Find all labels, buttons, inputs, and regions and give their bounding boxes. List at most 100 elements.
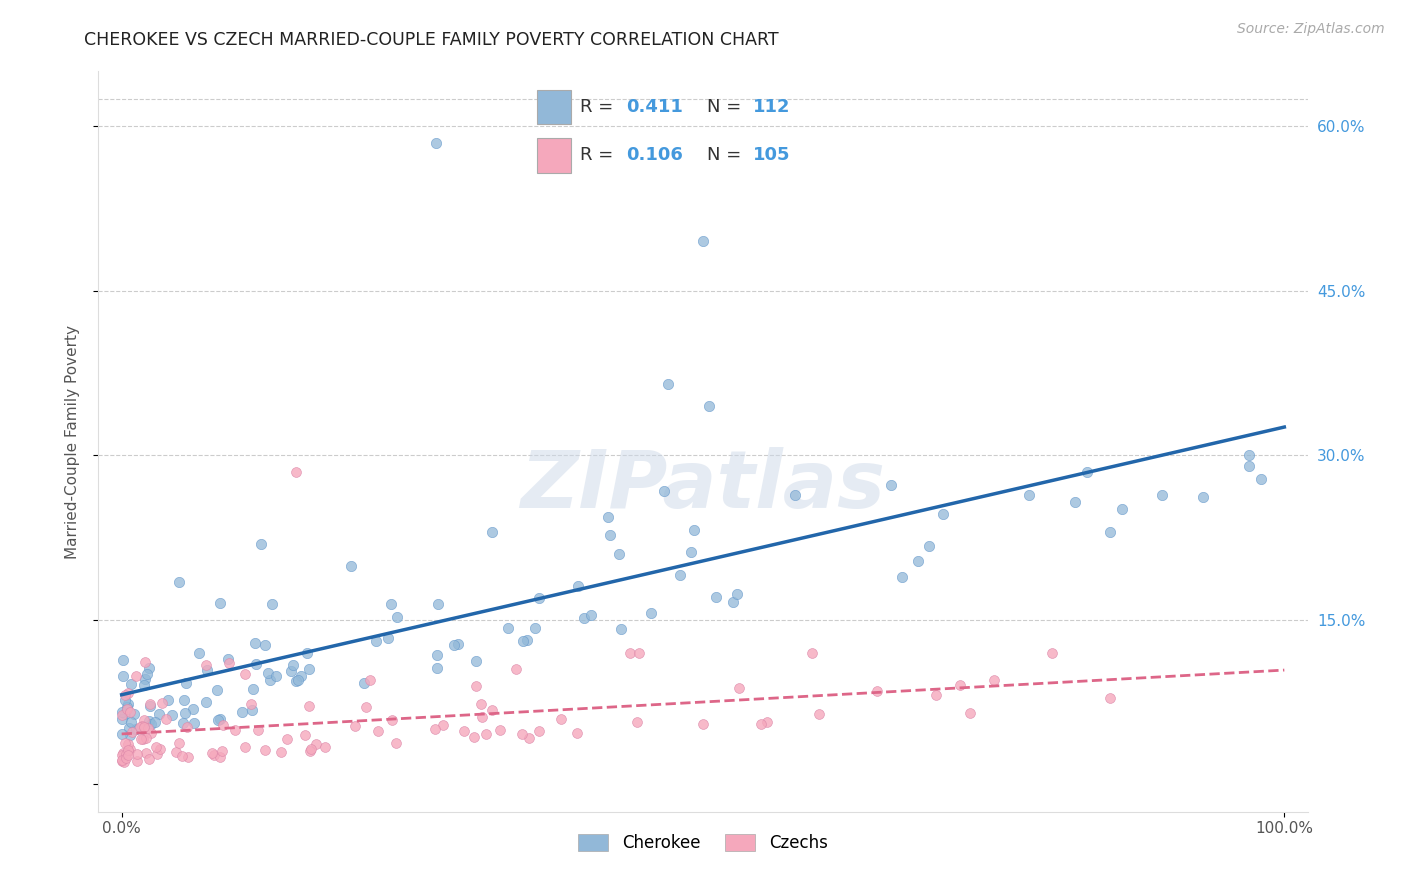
Point (453, 723, 475, 738)
Point (115, 702, 138, 716)
Point (1250, 473, 1272, 487)
Point (755, 714, 778, 729)
Point (749, 716, 772, 731)
Point (907, 554, 929, 568)
Point (932, 508, 955, 522)
Point (115, 750, 138, 764)
Point (652, 484, 675, 499)
Point (112, 755, 135, 769)
Point (124, 722, 146, 736)
Point (692, 235, 714, 249)
Point (470, 698, 492, 712)
Point (579, 607, 602, 622)
Text: Source: ZipAtlas.com: Source: ZipAtlas.com (1237, 22, 1385, 37)
Text: CHEROKEE VS CZECH MARRIED-COUPLE FAMILY POVERTY CORRELATION CHART: CHEROKEE VS CZECH MARRIED-COUPLE FAMILY … (84, 31, 779, 49)
Point (167, 735, 190, 749)
Point (114, 688, 136, 702)
Point (669, 567, 692, 582)
Point (145, 740, 167, 755)
Point (253, 638, 276, 652)
Point (697, 399, 720, 413)
Point (1239, 448, 1261, 462)
Point (295, 646, 318, 660)
Point (657, 376, 679, 391)
Point (115, 699, 138, 714)
Point (167, 574, 190, 589)
Point (517, 731, 540, 745)
Point (256, 665, 278, 680)
Point (471, 709, 494, 723)
Point (446, 637, 468, 651)
Text: 0.106: 0.106 (626, 146, 683, 164)
Point (129, 731, 152, 746)
Point (463, 730, 485, 744)
Point (148, 706, 170, 721)
Point (281, 657, 304, 672)
Point (529, 724, 551, 739)
Point (505, 662, 527, 676)
Text: 105: 105 (754, 146, 790, 164)
Point (381, 713, 404, 727)
Text: R =: R = (579, 98, 619, 116)
Point (294, 728, 316, 742)
Text: N =: N = (707, 146, 747, 164)
Point (211, 718, 233, 732)
Point (1098, 690, 1121, 705)
Point (866, 683, 889, 698)
Point (240, 703, 263, 717)
Point (217, 652, 239, 666)
Point (208, 596, 231, 610)
Point (1192, 490, 1215, 504)
Point (609, 547, 631, 561)
Point (155, 712, 177, 726)
Point (174, 676, 197, 690)
Point (138, 661, 160, 675)
Point (114, 693, 136, 707)
Point (596, 509, 619, 524)
Point (202, 747, 225, 762)
Point (1040, 646, 1063, 660)
Point (512, 634, 534, 648)
Point (481, 703, 503, 717)
Point (172, 716, 194, 731)
Point (149, 742, 172, 756)
Point (118, 721, 141, 735)
Point (721, 595, 744, 609)
Point (353, 676, 375, 690)
Point (305, 737, 328, 751)
Point (380, 597, 402, 611)
Point (208, 749, 231, 764)
Point (1150, 488, 1173, 502)
Point (125, 754, 148, 768)
Point (146, 747, 169, 761)
Point (314, 739, 336, 754)
Point (165, 745, 187, 759)
Point (157, 693, 180, 707)
Point (132, 678, 155, 692)
Point (112, 669, 135, 683)
Point (683, 523, 706, 537)
Point (1239, 459, 1261, 474)
Point (143, 714, 166, 729)
Point (481, 525, 503, 540)
Point (567, 579, 589, 593)
Point (475, 727, 498, 741)
Point (183, 716, 205, 731)
Point (443, 638, 465, 652)
Point (118, 728, 141, 742)
Text: N =: N = (707, 98, 747, 116)
Point (242, 681, 264, 696)
Point (725, 587, 748, 601)
Point (285, 465, 308, 479)
Point (270, 744, 292, 758)
Point (173, 693, 195, 707)
Point (681, 545, 703, 559)
Point (287, 673, 309, 688)
Point (188, 646, 211, 660)
Point (299, 744, 322, 758)
Point (298, 698, 321, 713)
Point (120, 677, 142, 691)
Point (808, 707, 831, 722)
Point (218, 657, 240, 671)
Y-axis label: Married-Couple Family Poverty: Married-Couple Family Poverty (65, 325, 80, 558)
